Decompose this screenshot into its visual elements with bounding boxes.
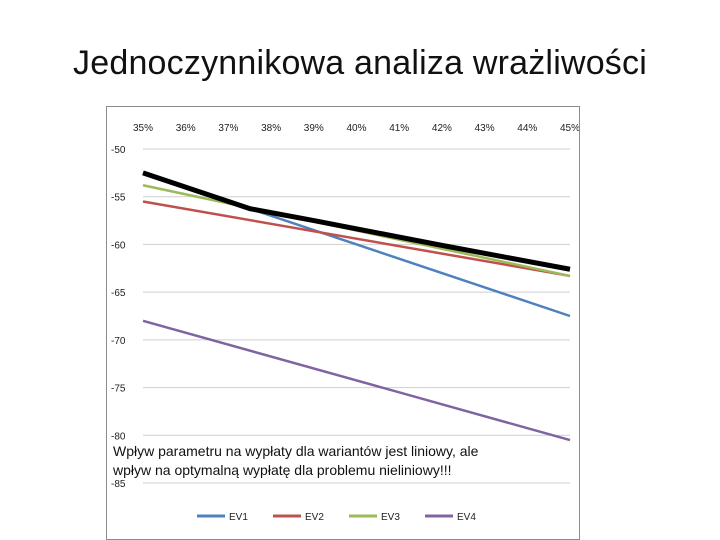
y-tick-label: -80 xyxy=(111,431,126,442)
y-tick-label: -65 xyxy=(111,288,126,299)
legend: EV1 EV2 EV3 EV4 xyxy=(197,512,476,523)
optimal-payoff-line xyxy=(142,170,571,272)
x-tick-label: 43% xyxy=(475,123,495,134)
y-tick-label: -85 xyxy=(111,479,126,490)
legend-label-ev4: EV4 xyxy=(457,512,476,523)
x-tick-label: 40% xyxy=(346,123,366,134)
y-tick-label: -75 xyxy=(111,384,126,395)
x-tick-label: 42% xyxy=(432,123,452,134)
caption-line-1: Wpływ parametru na wypłaty dla wariantów… xyxy=(113,443,479,459)
series-lines xyxy=(142,170,571,442)
x-tick-label: 44% xyxy=(517,123,537,134)
x-axis-tick-labels: 35% 36% 37% 38% 39% 40% 41% 42% 43% 44% 45% xyxy=(133,123,579,134)
y-axis-tick-labels: -50 -55 -60 -65 -70 -75 -80 -85 xyxy=(111,145,126,490)
x-tick-label: 45% xyxy=(560,123,579,134)
x-tick-label: 35% xyxy=(133,123,153,134)
y-tick-label: -70 xyxy=(111,336,126,347)
y-tick-label: -60 xyxy=(111,240,126,251)
series-line-ev2 xyxy=(142,200,571,278)
series-line-ev4 xyxy=(142,319,571,442)
y-tick-label: -50 xyxy=(111,145,126,156)
sensitivity-line-chart: -50 -55 -60 -65 -70 -75 -80 -85 35% 36% 37% 38% 39%… xyxy=(111,123,579,523)
legend-label-ev2: EV2 xyxy=(305,512,324,523)
x-tick-label: 41% xyxy=(389,123,409,134)
slide-title: Jednoczynnikowa analiza wrażliwości xyxy=(73,44,647,82)
caption-line-2: wpływ na optymalną wypłatę dla problemu … xyxy=(113,462,452,478)
x-tick-label: 36% xyxy=(176,123,196,134)
legend-label-ev3: EV3 xyxy=(381,512,400,523)
x-tick-label: 37% xyxy=(218,123,238,134)
x-tick-label: 38% xyxy=(261,123,281,134)
caption: Wpływ parametru na wypłaty dla wariantów… xyxy=(113,442,573,480)
chart-frame: -50 -55 -60 -65 -70 -75 -80 -85 35% 36% 37% 38% 39%… xyxy=(106,106,580,540)
legend-label-ev1: EV1 xyxy=(229,512,248,523)
x-tick-label: 39% xyxy=(304,123,324,134)
y-tick-label: -55 xyxy=(111,193,126,204)
